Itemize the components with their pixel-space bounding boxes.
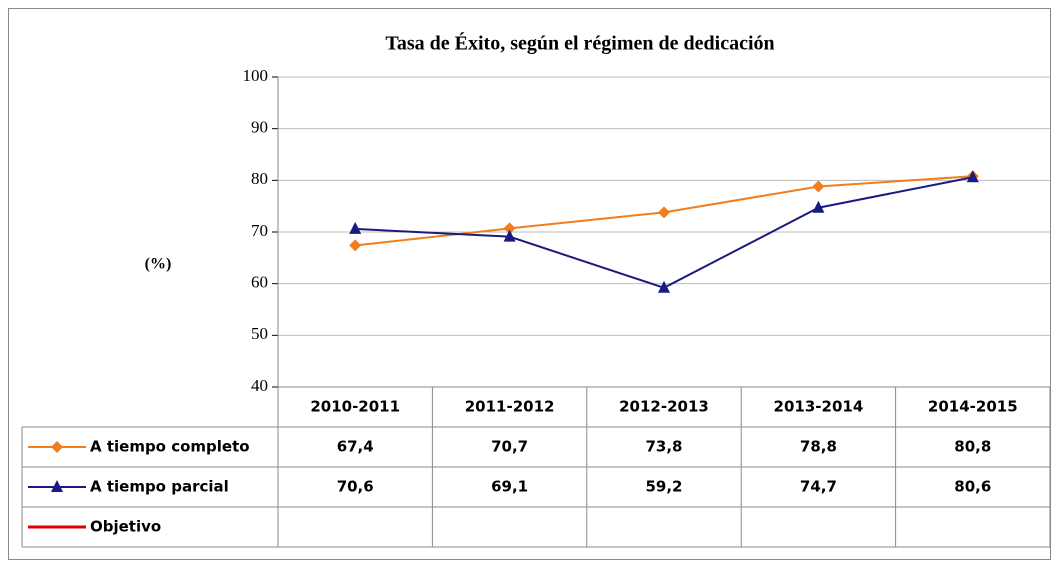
y-tick-label: 50 bbox=[251, 324, 268, 343]
table-value: 74,7 bbox=[800, 478, 837, 496]
table-value: 67,4 bbox=[337, 438, 374, 456]
marker bbox=[503, 222, 516, 235]
chart-title: Tasa de Éxito, según el régimen de dedic… bbox=[385, 32, 774, 55]
y-tick-label: 70 bbox=[251, 221, 268, 240]
marker bbox=[349, 221, 362, 234]
marker bbox=[658, 280, 670, 293]
x-tick-label: 2011-2012 bbox=[465, 398, 555, 416]
y-tick-label: 90 bbox=[251, 118, 268, 137]
table-value: 80,6 bbox=[954, 478, 991, 496]
marker bbox=[812, 180, 825, 193]
marker bbox=[503, 229, 516, 242]
y-axis-label: (%) bbox=[145, 256, 172, 273]
x-tick-label: 2013-2014 bbox=[774, 398, 864, 416]
x-tick-label: 2012-2013 bbox=[619, 398, 709, 416]
y-tick-label: 80 bbox=[251, 169, 268, 188]
table-value: 59,2 bbox=[645, 478, 682, 496]
marker bbox=[966, 170, 979, 183]
legend-label: A tiempo completo bbox=[90, 438, 250, 456]
x-tick-label: 2010-2011 bbox=[310, 398, 400, 416]
table-value: 70,6 bbox=[337, 478, 374, 496]
y-tick-label: 40 bbox=[251, 376, 268, 395]
table-value: 78,8 bbox=[800, 438, 837, 456]
y-tick-label: 60 bbox=[251, 273, 268, 292]
table-value: 70,7 bbox=[491, 438, 528, 456]
marker bbox=[349, 239, 362, 252]
legend-label: A tiempo parcial bbox=[90, 478, 229, 496]
legend-marker bbox=[51, 480, 63, 492]
table-value: 73,8 bbox=[645, 438, 682, 456]
legend-label: Objetivo bbox=[90, 518, 161, 536]
x-tick-label: 2014-2015 bbox=[928, 398, 1018, 416]
marker bbox=[658, 206, 670, 219]
legend-marker bbox=[51, 441, 63, 453]
y-tick-label: 100 bbox=[243, 66, 269, 85]
table-value: 69,1 bbox=[491, 478, 528, 496]
marker bbox=[812, 200, 825, 213]
table-value: 80,8 bbox=[954, 438, 991, 456]
